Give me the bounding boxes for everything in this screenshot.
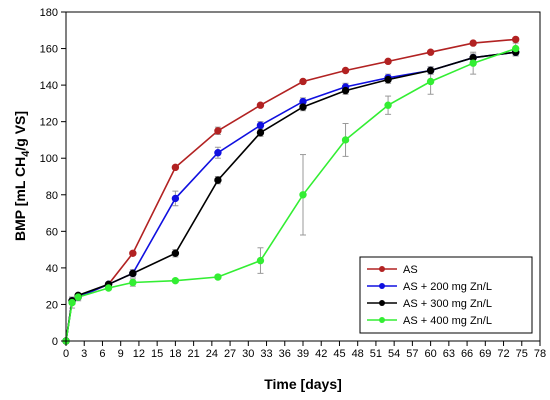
legend-marker [379,266,385,272]
x-tick-label: 21 [187,348,199,360]
data-point [426,48,435,56]
series-line-3 [65,47,516,342]
legend-label: AS + 300 mg Zn/L [403,298,492,310]
data-point [214,176,222,184]
data-point [171,249,180,257]
x-tick-label: 24 [206,348,218,360]
data-point [171,276,180,285]
y-tick-label: 120 [40,117,58,129]
x-axis-title: Time [days] [264,376,342,392]
data-point [129,269,137,278]
data-point [171,194,180,203]
data-point [68,298,76,307]
y-tick-label: 40 [46,263,58,275]
y-axis-title: BMP [mL CH4/g VS] [12,111,32,241]
x-tick-label: 69 [479,348,491,360]
data-point [469,39,477,47]
y-tick-label: 140 [40,80,58,92]
series-line-2 [65,51,516,342]
data-point [129,249,137,257]
x-tick-label: 15 [151,348,163,360]
data-point [426,77,435,86]
data-point [214,127,222,135]
data-point [299,77,307,86]
data-point [469,59,477,67]
y-tick-label: 80 [46,190,58,202]
data-point [171,163,180,172]
x-tick-label: 33 [260,348,272,360]
x-tick-label: 18 [169,348,181,360]
x-tick-label: 36 [279,348,291,360]
legend-marker [379,300,385,306]
legend-marker [379,283,385,289]
x-tick-label: 66 [461,348,473,360]
data-point [104,284,113,292]
x-tick-label: 72 [497,348,509,360]
x-tick-label: 63 [443,348,455,360]
x-tick-label: 9 [118,348,124,360]
data-point [299,103,307,111]
legend-marker [379,317,385,323]
data-point [341,66,350,75]
data-point [426,66,435,75]
data-point [384,101,392,109]
x-tick-label: 12 [133,348,145,360]
x-tick-label: 78 [534,348,546,360]
data-point [384,57,392,66]
data-point [384,75,392,84]
x-tick-label: 0 [63,348,69,360]
data-point [256,121,265,130]
x-tick-label: 39 [297,348,309,360]
data-point [256,128,265,137]
x-tick-label: 3 [81,348,87,360]
x-tick-label: 57 [406,348,418,360]
legend: AS AS + 200 mg Zn/L AS + 300 mg Zn/L AS + 4… [359,256,533,334]
x-tick-label: 30 [242,348,254,360]
x-tick-label: 60 [424,348,436,360]
data-point [214,149,222,157]
y-tick-label: 100 [40,153,58,165]
y-tick-label: 60 [46,226,58,238]
data-point [256,256,265,265]
data-point [129,278,137,287]
data-point [299,191,307,199]
series-lines [65,38,516,342]
legend-label: AS [403,264,418,276]
data-point [511,35,520,44]
x-tick-label: 42 [315,348,327,360]
legend-items: AS AS + 200 mg Zn/L AS + 300 mg Zn/L AS + 4… [367,264,492,327]
x-tick-label: 48 [352,348,364,360]
x-tick-label: 45 [333,348,345,360]
y-tick-label: 160 [40,44,58,56]
data-point [256,101,265,109]
data-point [214,273,222,281]
x-tick-label: 75 [516,348,528,360]
y-tick-label: 20 [46,299,58,311]
x-tick-label: 54 [388,348,400,360]
data-point [511,44,520,53]
y-tick-label: 180 [40,7,58,19]
x-axis-ticks: 0 3 6 9 12 15 18 21 24 27 30 33 36 39 42 45 48 51 54 57 60 63… [63,341,546,360]
data-point [341,136,350,144]
x-tick-label: 27 [224,348,236,360]
data-point [341,86,350,95]
y-axis-ticks: 0 20 40 60 80 100 120 140 160 180 [40,7,66,348]
x-tick-label: 51 [370,348,382,360]
x-tick-label: 6 [99,348,105,360]
series-points [62,35,520,345]
legend-label: AS + 200 mg Zn/L [403,281,492,293]
y-tick-label: 0 [52,336,58,348]
legend-label: AS + 400 mg Zn/L [403,315,492,327]
data-point [74,293,82,301]
